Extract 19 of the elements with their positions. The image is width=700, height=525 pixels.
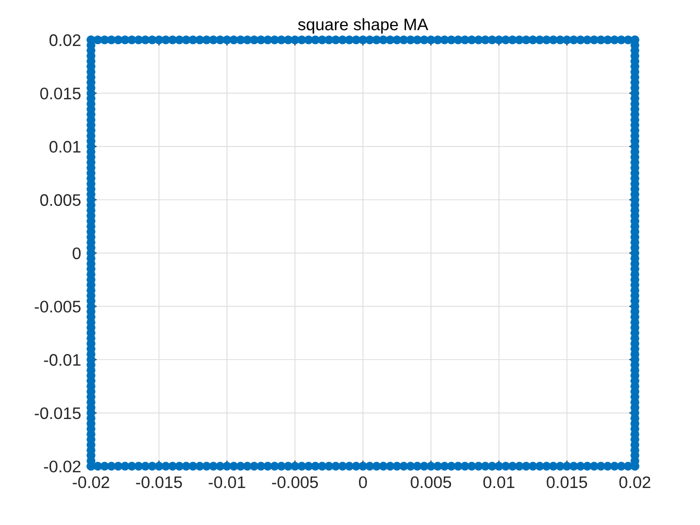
y-tick-label: 0 xyxy=(72,247,81,260)
chart-title: square shape MA xyxy=(298,18,428,34)
x-tick-label: -0.005 xyxy=(272,476,318,488)
y-tick-label: 0.02 xyxy=(49,34,80,46)
x-tick-label: -0.01 xyxy=(208,476,246,488)
x-tick-label: 0.005 xyxy=(410,476,452,488)
x-tick-label: 0 xyxy=(358,476,367,488)
x-tick-label: 0.02 xyxy=(619,476,650,488)
y-tick-label: 0.01 xyxy=(49,140,80,153)
x-tick-label: 0.01 xyxy=(483,476,514,488)
y-tick-label: -0.02 xyxy=(44,460,80,472)
x-tick-label: -0.015 xyxy=(136,476,182,488)
y-tick-label: 0.015 xyxy=(40,88,81,100)
y-tick-label: -0.015 xyxy=(34,407,81,420)
y-tick-label: -0.005 xyxy=(34,300,81,313)
y-tick-label: 0.005 xyxy=(40,194,81,206)
y-tick-label: -0.01 xyxy=(44,354,80,366)
x-tick-label: 0.015 xyxy=(546,476,588,488)
x-tick-label: -0.02 xyxy=(72,476,110,488)
